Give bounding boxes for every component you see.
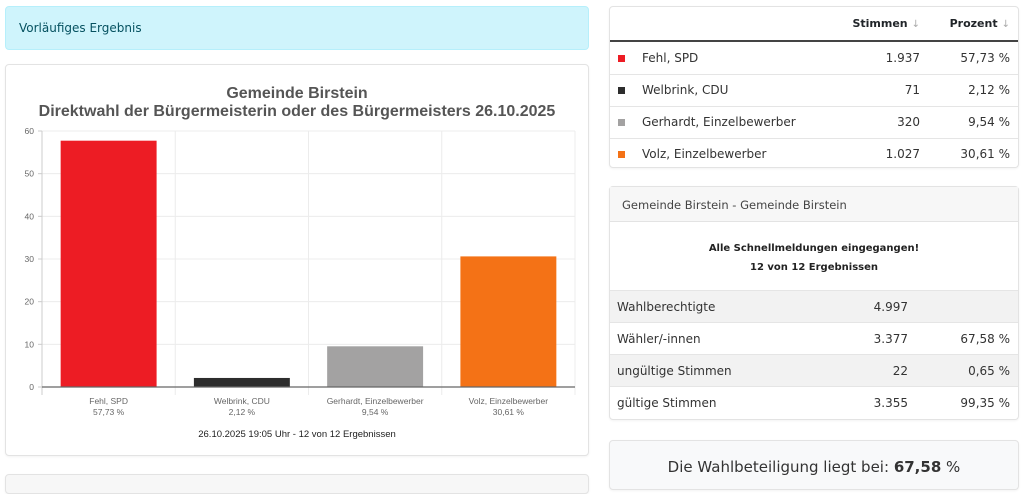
turnout-value: 67,58 [893,458,942,476]
candidate-votes: 320 [897,115,920,129]
chart-title: Gemeinde Birstein [226,85,368,102]
turnout-unit: % [946,458,961,476]
sort-arrow-icon: ↓ [911,19,920,30]
stat-value: 4.997 [873,300,908,314]
candidate-percent: 30,61 % [960,147,1010,161]
x-category-label: Volz, Einzelbewerber [469,396,549,406]
info-card-header: Gemeinde Birstein - Gemeinde Birstein [610,187,1018,222]
x-category-percent: 2,12 % [229,407,256,417]
x-category-label: Welbrink, CDU [214,396,270,406]
x-category-label: Fehl, SPD [89,396,128,406]
votes-header-label: Stimmen [852,17,908,30]
next-card [5,474,589,494]
candidate-percent: 9,54 % [968,115,1010,129]
candidate-votes: 1.027 [885,147,920,161]
percent-header-label: Prozent [949,17,998,30]
chart-footer: 26.10.2025 19:05 Uhr - 12 von 12 Ergebni… [198,429,396,440]
candidate-name: Fehl, SPD [642,51,699,65]
candidate-percent: 57,73 % [960,51,1010,65]
stat-value: 3.377 [873,332,908,346]
x-category-percent: 30,61 % [493,407,525,417]
party-color-swatch-icon [618,151,625,158]
stat-value: 3.355 [873,396,908,410]
bar-2 [193,377,290,387]
status-message: Alle Schnellmeldungen eingegangen! [708,243,920,254]
candidate-name: Gerhardt, Einzelbewerber [642,115,796,129]
candidate-name: Welbrink, CDU [642,83,729,97]
votes-column-header[interactable]: Stimmen ↓ [852,17,920,30]
municipality-info-card: Gemeinde Birstein - Gemeinde Birstein Al… [609,186,1019,420]
chart-card: Gemeinde Birstein Direktwahl der Bürgerm… [5,64,589,456]
y-tick-label: 40 [25,211,35,221]
result-row: Welbrink, CDU 71 2,12 % [610,74,1018,107]
result-row: Fehl, SPD 1.937 57,73 % [610,42,1018,75]
sort-arrow-icon: ↓ [1001,19,1010,30]
candidate-votes: 71 [904,83,920,97]
stat-row: Wähler/-innen 3.377 67,58 % [610,322,1018,355]
stat-label: gültige Stimmen [617,396,717,410]
candidate-percent: 2,12 % [968,83,1010,97]
chart-subtitle: Direktwahl der Bürgermeisterin oder des … [38,103,556,120]
stat-row: Wahlberechtigte 4.997 [610,290,1018,323]
bar-1 [60,140,157,387]
stat-label: ungültige Stimmen [617,364,732,378]
stat-percent: 99,35 % [960,396,1010,410]
alert-text: Vorläufiges Ergebnis [19,21,142,35]
y-tick-label: 60 [25,126,35,136]
candidate-name: Volz, Einzelbewerber [642,147,767,161]
y-tick-label: 30 [25,254,35,264]
status-count: 12 von 12 Ergebnissen [750,262,878,273]
stat-row: ungültige Stimmen 22 0,65 % [610,354,1018,387]
percent-column-header[interactable]: Prozent ↓ [950,17,1010,30]
stat-percent: 67,58 % [960,332,1010,346]
party-color-swatch-icon [618,55,625,62]
candidate-votes: 1.937 [885,51,920,65]
turnout-text: Die Wahlbeteiligung liegt bei: 67,58 % [610,458,1018,476]
x-category-percent: 9,54 % [362,407,389,417]
x-category-percent: 57,73 % [93,407,125,417]
stat-percent: 0,65 % [968,364,1010,378]
turnout-box: Die Wahlbeteiligung liegt bei: 67,58 % [609,440,1019,490]
results-table-header: Stimmen ↓ Prozent ↓ [610,7,1018,42]
preliminary-result-alert: Vorläufiges Ergebnis [5,6,589,50]
info-card-title: Gemeinde Birstein - Gemeinde Birstein [622,198,847,212]
x-category-label: Gerhardt, Einzelbewerber [327,396,424,406]
results-table: Stimmen ↓ Prozent ↓ Fehl, SPD 1.937 57,73 % W… [609,6,1019,168]
y-tick-label: 0 [29,382,34,392]
party-color-swatch-icon [618,87,625,94]
bar-3 [327,346,424,387]
y-tick-label: 50 [25,169,35,179]
stat-value: 22 [892,364,908,378]
bar-4 [460,256,557,387]
result-row: Volz, Einzelbewerber 1.027 30,61 % [610,138,1018,170]
y-tick-label: 20 [25,297,35,307]
party-color-swatch-icon [618,119,625,126]
stat-row: gültige Stimmen 3.355 99,35 % [610,386,1018,419]
stat-label: Wähler/-innen [617,332,701,346]
y-tick-label: 10 [25,339,35,349]
stat-label: Wahlberechtigte [617,300,716,314]
turnout-label: Die Wahlbeteiligung liegt bei: [667,458,890,476]
result-row: Gerhardt, Einzelbewerber 320 9,54 % [610,106,1018,139]
